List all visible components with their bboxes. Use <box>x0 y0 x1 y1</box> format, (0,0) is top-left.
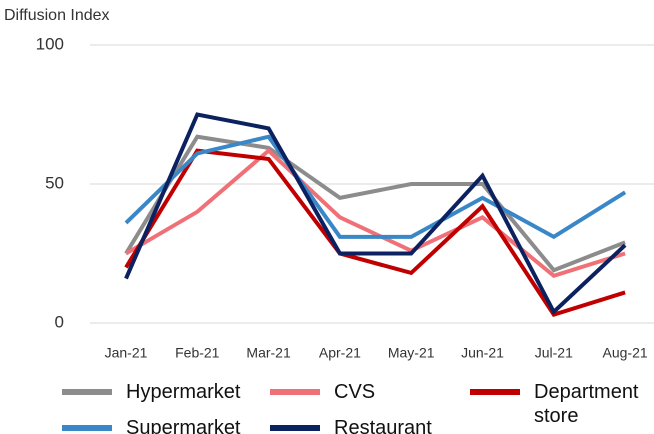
x-tick-label: Feb-21 <box>175 345 220 361</box>
series-line <box>124 134 626 273</box>
legend-swatch <box>62 425 112 431</box>
legend-swatch <box>470 389 520 395</box>
legend-label: Department store <box>534 381 639 427</box>
series-line <box>124 134 627 240</box>
y-axis-label: Diffusion Index <box>4 7 110 24</box>
y-tick-label: 0 <box>55 312 64 331</box>
legend-swatch <box>270 425 320 431</box>
y-tick-label: 100 <box>36 34 64 53</box>
legend-item: Restaurant <box>270 416 432 434</box>
x-tick-label: Apr-21 <box>319 345 361 361</box>
y-tick-label: 50 <box>45 173 64 192</box>
legend-item: Supermarket <box>62 416 241 434</box>
chart: Diffusion Index 0 50 100 Jan-21 Feb-21 Mar-21… <box>4 7 654 361</box>
legend-label: Hypermarket <box>126 381 241 403</box>
x-tick-label: May-21 <box>388 345 435 361</box>
x-tick-label: Aug-21 <box>603 345 648 361</box>
series-line <box>124 112 627 316</box>
legend-swatch <box>270 389 320 395</box>
x-tick-label: Jan-21 <box>105 345 148 361</box>
legend-item: Hypermarket <box>62 380 240 404</box>
legend-label: CVS <box>334 381 376 403</box>
legend-label: Supermarket <box>126 417 241 434</box>
legend-item: Department store <box>470 380 650 428</box>
series-line <box>124 147 626 278</box>
legend-label: Restaurant <box>334 417 432 434</box>
legend-swatch <box>62 389 112 395</box>
x-tick-label: Jun-21 <box>461 345 504 361</box>
legend-item: CVS <box>270 380 375 404</box>
x-tick-label: Mar-21 <box>246 345 291 361</box>
x-tick-label: Jul-21 <box>535 345 573 361</box>
